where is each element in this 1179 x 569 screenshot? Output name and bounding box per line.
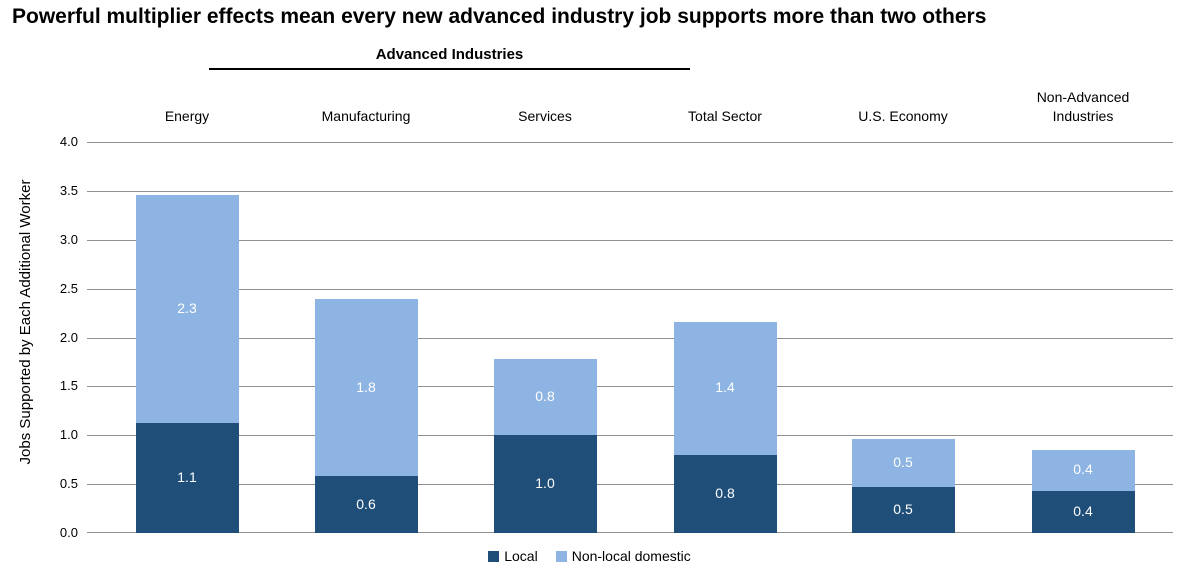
y-tick-label-2.0: 2.0 <box>59 329 78 345</box>
category-label-u-s-economy: U.S. Economy <box>858 108 948 124</box>
gridline-4.0 <box>87 142 1173 143</box>
bar-segment-local-energy: 1.1 <box>135 422 239 533</box>
bar-segment-local-total-sector: 0.8 <box>673 454 777 533</box>
bar-value-label-local-total-sector: 0.8 <box>715 484 735 501</box>
bar-value-label-non-local-domestic-manufacturing: 1.8 <box>356 378 376 395</box>
legend-item-non-local-domestic: Non-local domestic <box>555 548 691 564</box>
category-label-services: Services <box>518 108 572 124</box>
y-tick-label-4.0: 4.0 <box>59 134 78 149</box>
gridline-0.5 <box>87 484 1173 486</box>
bar-value-label-non-local-domestic-energy: 2.3 <box>177 299 197 316</box>
bar-value-label-local-energy: 1.1 <box>177 468 197 485</box>
bar-segment-non-local-domestic-non-advanced-industries: 0.4 <box>1031 449 1135 491</box>
bar-segment-non-local-domestic-total-sector: 1.4 <box>673 321 777 455</box>
bar-value-label-non-local-domestic-non-advanced-industries: 0.4 <box>1073 461 1093 478</box>
bar-value-label-local-services: 1.0 <box>535 475 555 492</box>
category-label-manufacturing: Manufacturing <box>321 108 411 124</box>
y-tick-label-0.0: 0.0 <box>59 525 78 540</box>
bar-segment-non-local-domestic-services: 0.8 <box>493 359 597 436</box>
gridline-3.0 <box>87 239 1173 241</box>
legend-label-local: Local <box>504 548 538 564</box>
bar-value-label-non-local-domestic-services: 0.8 <box>535 388 555 405</box>
bar-value-label-local-manufacturing: 0.6 <box>356 495 376 512</box>
y-tick-label-1.5: 1.5 <box>59 378 78 394</box>
bar-segment-local-u-s-economy: 0.5 <box>851 487 955 533</box>
y-tick-label-3.0: 3.0 <box>59 231 78 247</box>
bar-segment-local-non-advanced-industries: 0.4 <box>1031 490 1135 533</box>
gridline-2.5 <box>87 288 1173 290</box>
category-label-non-advanced-industries: Non-Advanced Industries <box>1036 89 1130 124</box>
y-axis-title: Jobs Supported by Each Additional Worker <box>17 179 34 465</box>
advanced-industries-underline: Advanced Industries <box>209 46 690 70</box>
y-tick-label-2.5: 2.5 <box>59 280 78 296</box>
gridline-0.0 <box>87 532 1173 533</box>
bar-segment-local-services: 1.0 <box>493 435 597 533</box>
gridline-1.5 <box>87 386 1173 388</box>
bar-segment-non-local-domestic-energy: 2.3 <box>135 194 239 423</box>
legend-label-non-local-domestic: Non-local domestic <box>571 548 691 564</box>
bar-segment-local-manufacturing: 0.6 <box>314 476 418 533</box>
plot-area: 1.1 2.3 0.6 1.8 1.0 0.8 0.8 1.4 0.5 0.5 0.4 0.4 <box>87 142 1173 533</box>
y-tick-label-3.5: 3.5 <box>59 182 78 198</box>
gridline-2.0 <box>87 337 1173 339</box>
legend: Local Non-local domestic <box>0 546 1179 566</box>
chart-title: Powerful multiplier effects mean every n… <box>12 5 987 28</box>
legend-swatch-local <box>488 550 500 562</box>
category-label-energy: Energy <box>164 108 210 124</box>
bar-value-label-non-local-domestic-u-s-economy: 0.5 <box>893 454 913 471</box>
gridline-1.0 <box>87 435 1173 437</box>
y-tick-label-0.5: 0.5 <box>59 476 78 492</box>
y-tick-label-1.0: 1.0 <box>59 427 78 443</box>
bar-segment-non-local-domestic-manufacturing: 1.8 <box>314 299 418 477</box>
advanced-industries-group-label: Advanced Industries <box>375 46 524 63</box>
bar-value-label-non-local-domestic-total-sector: 1.4 <box>715 379 735 396</box>
category-label-total-sector: Total Sector <box>688 108 762 124</box>
gridline-3.5 <box>87 190 1173 192</box>
bar-segment-non-local-domestic-u-s-economy: 0.5 <box>851 439 955 488</box>
bar-value-label-local-u-s-economy: 0.5 <box>893 501 913 518</box>
legend-swatch-non-local-domestic <box>555 550 567 562</box>
legend-item-local: Local <box>488 548 538 564</box>
bar-value-label-local-non-advanced-industries: 0.4 <box>1073 502 1093 519</box>
